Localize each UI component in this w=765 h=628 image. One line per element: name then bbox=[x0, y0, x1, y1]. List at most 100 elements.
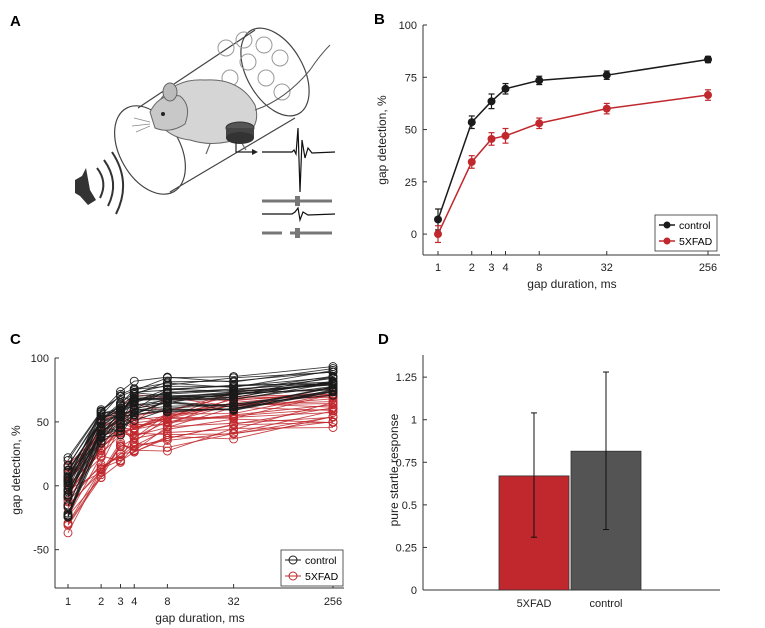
data-point-control bbox=[501, 84, 510, 93]
data-point-fxad bbox=[487, 134, 496, 143]
x-tick-label-b: 1 bbox=[435, 262, 441, 274]
control-point bbox=[328, 376, 338, 386]
restraint-tube bbox=[114, 27, 310, 195]
x-axis-label-c: gap duration, ms bbox=[155, 611, 244, 625]
fxad-trace bbox=[67, 416, 334, 506]
control-point bbox=[229, 390, 239, 399]
control-point bbox=[229, 401, 239, 411]
x-axis-label-b: gap duration, ms bbox=[527, 277, 616, 291]
control-point bbox=[96, 425, 106, 435]
panel-letter-b: B bbox=[374, 11, 385, 28]
data-point-control bbox=[602, 71, 611, 80]
y-axis-label-d: pure startle response bbox=[387, 413, 401, 526]
x-tick-label-c: 3 bbox=[117, 596, 123, 608]
legend-marker-fxad bbox=[663, 237, 671, 245]
control-point bbox=[162, 384, 172, 394]
x-tick-label-d: control bbox=[589, 598, 622, 610]
control-point bbox=[63, 478, 73, 488]
panel-d-chart: 0 0.25 0.5 0.75 1 1.25 pure startle response 5X… bbox=[387, 355, 720, 610]
control-point bbox=[63, 461, 73, 471]
fxad-point bbox=[328, 418, 338, 428]
panel-a-illustration bbox=[75, 27, 336, 238]
control-point bbox=[63, 472, 73, 482]
fxad-trace bbox=[67, 394, 334, 475]
fxad-trace bbox=[67, 427, 334, 525]
control-point bbox=[96, 431, 106, 441]
control-point bbox=[63, 487, 73, 497]
y-tick-label-d: 1 bbox=[411, 415, 417, 427]
x-tick-label-c: 2 bbox=[98, 596, 104, 608]
legend-box-b bbox=[654, 214, 718, 252]
control-point bbox=[63, 490, 73, 500]
x-tick-label-b: 2 bbox=[469, 262, 475, 274]
fxad-point bbox=[229, 418, 239, 428]
y-tick-label-b: 75 bbox=[405, 72, 417, 84]
x-tick-label-c: 32 bbox=[228, 596, 240, 608]
control-point bbox=[162, 404, 172, 414]
data-point-control bbox=[434, 215, 442, 224]
control-individual-traces bbox=[63, 362, 338, 522]
y-tick-label-d: 0.75 bbox=[396, 457, 417, 469]
x-tick-label-c: 1 bbox=[65, 596, 71, 608]
y-tick-label-c: 50 bbox=[37, 417, 49, 429]
control-point bbox=[96, 418, 106, 428]
control-point bbox=[162, 378, 172, 388]
control-point bbox=[229, 373, 239, 383]
y-tick-label-b: 0 bbox=[411, 229, 417, 241]
y-axis-label-c: gap detection, % bbox=[9, 425, 23, 515]
control-trace bbox=[67, 390, 334, 498]
x-tick-label-b: 4 bbox=[502, 262, 508, 274]
data-point-fxad bbox=[535, 119, 544, 128]
fxad-point bbox=[63, 519, 73, 529]
control-point bbox=[229, 399, 239, 409]
series-line-control bbox=[437, 58, 709, 220]
legend-label-fxad-c: 5XFAD bbox=[305, 571, 339, 583]
fxad-point bbox=[129, 428, 139, 438]
fxad-point bbox=[129, 446, 139, 456]
control-point bbox=[328, 378, 338, 388]
x-tick-label-b: 3 bbox=[488, 262, 494, 274]
fxad-trace bbox=[67, 416, 334, 509]
data-point-control bbox=[704, 55, 712, 64]
control-point bbox=[229, 404, 239, 414]
data-point-fxad bbox=[501, 131, 510, 140]
control-trace bbox=[67, 382, 334, 496]
sensor-platform bbox=[225, 121, 258, 155]
y-tick-label-b: 25 bbox=[405, 177, 417, 189]
panel-c-chart: -50 0 50 100 1 2 3 4 8 32 256 gap duration, ms gap d… bbox=[9, 353, 344, 625]
control-point bbox=[116, 411, 125, 421]
control-point bbox=[129, 405, 139, 415]
control-point bbox=[328, 383, 338, 393]
y-tick-label-c: 0 bbox=[43, 481, 49, 493]
y-tick-label-d: 0 bbox=[411, 585, 417, 597]
fxad-point bbox=[96, 467, 106, 477]
fxad-point bbox=[96, 443, 106, 453]
x-tick-label-c: 256 bbox=[324, 596, 342, 608]
x-tick-label-c: 8 bbox=[164, 596, 170, 608]
data-point-control bbox=[535, 76, 544, 85]
data-point-fxad bbox=[467, 157, 476, 166]
fxad-point bbox=[63, 528, 73, 538]
fxad-point bbox=[328, 403, 338, 413]
fxad-point bbox=[229, 434, 239, 444]
control-point bbox=[116, 423, 125, 433]
x-tick-label-c: 4 bbox=[131, 596, 137, 608]
fxad-trace bbox=[67, 418, 334, 526]
legend-marker-fxad-c bbox=[288, 571, 298, 581]
fxad-point bbox=[229, 423, 239, 433]
control-point bbox=[116, 389, 125, 399]
y-tick-label-d: 0.5 bbox=[402, 500, 417, 512]
legend-c: control 5XFAD bbox=[280, 549, 344, 587]
control-point bbox=[129, 387, 139, 397]
fxad-point bbox=[229, 429, 239, 439]
control-point bbox=[129, 394, 139, 404]
speaker-icon bbox=[75, 151, 125, 215]
legend-label-control-c: control bbox=[305, 555, 337, 567]
startle-traces bbox=[262, 127, 336, 238]
fxad-point bbox=[162, 446, 172, 456]
x-tick-label-b: 32 bbox=[601, 262, 613, 274]
control-trace bbox=[67, 389, 334, 507]
control-point bbox=[116, 391, 125, 401]
data-point-control bbox=[467, 118, 476, 127]
